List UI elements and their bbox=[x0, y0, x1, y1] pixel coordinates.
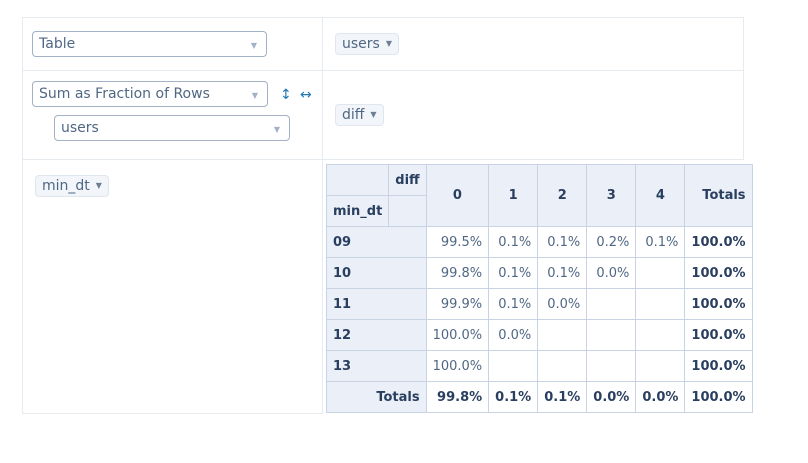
table-cell: 0.1% bbox=[488, 226, 539, 258]
row-header: 09 bbox=[326, 226, 427, 258]
row-total: 100.0% bbox=[684, 288, 753, 320]
caret-down-icon[interactable]: ▼ bbox=[95, 181, 102, 190]
row-header: 13 bbox=[326, 350, 427, 382]
grand-total: 100.0% bbox=[684, 381, 753, 413]
totals-col-header: Totals bbox=[684, 164, 753, 227]
table-row: 10 99.8% 0.1% 0.1% 0.0% 100.0% bbox=[326, 257, 753, 289]
sort-rows-icon[interactable]: ↕ bbox=[280, 87, 292, 103]
table-cell bbox=[586, 350, 637, 382]
table-cell: 99.5% bbox=[425, 226, 490, 258]
attr-pill-label: users bbox=[342, 36, 380, 52]
col-header: 4 bbox=[635, 164, 686, 227]
chevron-down-icon: ▼ bbox=[273, 125, 280, 134]
table-cell bbox=[635, 350, 686, 382]
row-total: 100.0% bbox=[684, 257, 753, 289]
table-cell: 0.1% bbox=[635, 226, 686, 258]
table-cell: 0.0% bbox=[586, 257, 637, 289]
table-cell bbox=[635, 319, 686, 351]
row-total: 100.0% bbox=[684, 319, 753, 351]
attribute-select-value: users bbox=[61, 120, 99, 136]
attr-pill-label: min_dt bbox=[42, 178, 90, 194]
corner-cell bbox=[325, 164, 390, 196]
aggregator-select[interactable]: Sum as Fraction of Rows ▼ bbox=[32, 81, 268, 107]
attr-pill-users[interactable]: users ▼ bbox=[335, 33, 399, 55]
table-cell: 0.1% bbox=[488, 257, 539, 289]
col-total: 0.0% bbox=[635, 381, 686, 413]
row-header: 10 bbox=[326, 257, 427, 289]
attr-pill-min-dt[interactable]: min_dt ▼ bbox=[35, 175, 109, 197]
table-cell bbox=[586, 288, 637, 320]
table-cell: 99.9% bbox=[425, 288, 490, 320]
chevron-down-icon: ▼ bbox=[250, 41, 257, 50]
table-cell bbox=[586, 319, 637, 351]
totals-row: Totals 99.8% 0.1% 0.1% 0.0% 0.0% 100.0% bbox=[326, 381, 753, 413]
col-total: 0.1% bbox=[488, 381, 539, 413]
chevron-down-icon: ▼ bbox=[251, 91, 258, 100]
row-total: 100.0% bbox=[684, 350, 753, 382]
renderer-select-value: Table bbox=[39, 36, 76, 52]
table-cell bbox=[635, 257, 686, 289]
table-cell: 0.1% bbox=[488, 288, 539, 320]
table-row: 13 100.0% 100.0% bbox=[326, 350, 753, 382]
col-attrs-cell bbox=[322, 70, 744, 160]
table-cell: 100.0% bbox=[425, 350, 490, 382]
aggregator-select-value: Sum as Fraction of Rows bbox=[39, 86, 210, 102]
table-cell bbox=[635, 288, 686, 320]
renderer-select[interactable]: Table ▼ bbox=[32, 31, 267, 57]
row-header: 12 bbox=[326, 319, 427, 351]
col-header: 2 bbox=[537, 164, 588, 227]
attribute-select[interactable]: users ▼ bbox=[54, 115, 290, 141]
table-cell: 100.0% bbox=[425, 319, 490, 351]
row-attrs-cell bbox=[22, 159, 323, 414]
table-row: 09 99.5% 0.1% 0.1% 0.2% 0.1% 100.0% bbox=[326, 226, 753, 258]
col-header: 3 bbox=[586, 164, 637, 227]
table-cell bbox=[537, 350, 588, 382]
col-attr-label: diff bbox=[388, 164, 427, 196]
table-cell bbox=[537, 319, 588, 351]
table-cell: 99.8% bbox=[425, 257, 490, 289]
row-attr-label: min_dt bbox=[325, 195, 390, 227]
table-cell bbox=[488, 350, 539, 382]
totals-row-header: Totals bbox=[326, 381, 427, 413]
sort-cols-icon[interactable]: ↔ bbox=[300, 87, 312, 103]
col-total: 0.0% bbox=[586, 381, 637, 413]
table-cell: 0.1% bbox=[537, 226, 588, 258]
caret-down-icon[interactable]: ▼ bbox=[385, 39, 392, 48]
attr-pill-diff[interactable]: diff ▼ bbox=[335, 104, 384, 126]
col-header: 0 bbox=[425, 164, 490, 227]
table-cell: 0.2% bbox=[586, 226, 637, 258]
attr-pill-label: diff bbox=[342, 107, 365, 123]
table-row: 11 99.9% 0.1% 0.0% 100.0% bbox=[326, 288, 753, 320]
table-cell: 0.0% bbox=[488, 319, 539, 351]
row-total: 100.0% bbox=[684, 226, 753, 258]
table-cell: 0.1% bbox=[537, 257, 588, 289]
spacer-cell bbox=[388, 195, 427, 227]
table-cell: 0.0% bbox=[537, 288, 588, 320]
col-total: 0.1% bbox=[537, 381, 588, 413]
pivot-table: diff 0 1 2 3 4 Totals min_dt 09 99.5% 0.… bbox=[325, 164, 753, 413]
col-header: 1 bbox=[488, 164, 539, 227]
row-header: 11 bbox=[326, 288, 427, 320]
table-row: 12 100.0% 0.0% 100.0% bbox=[326, 319, 753, 351]
caret-down-icon[interactable]: ▼ bbox=[370, 110, 377, 119]
col-total: 99.8% bbox=[425, 381, 490, 413]
